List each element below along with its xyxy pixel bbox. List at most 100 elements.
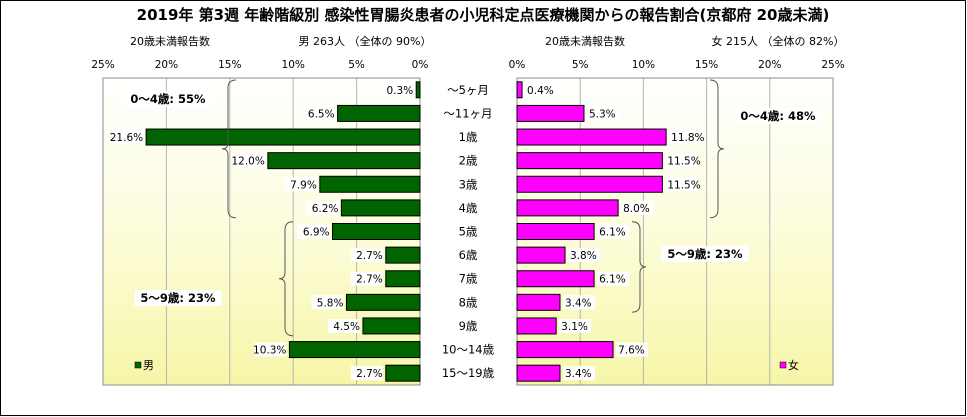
left-bar [288,341,421,359]
right-bar [516,246,566,264]
right-header-total: 女 215人 （全体の 82%） [712,34,845,48]
category-label: 2歳 [459,154,478,168]
left-legend-label: 男 [143,359,154,372]
category-label: 4歳 [459,201,478,215]
left-value-label-background [302,106,335,121]
left-value-label: 0.3% [387,85,414,97]
left-bar [145,128,421,146]
right-value-label-background [568,248,601,263]
right-value-label: 11.5% [667,179,700,191]
right-bar [516,128,667,146]
right-value-label: 3.4% [565,297,592,309]
right-group-label-background [734,108,822,124]
left-tick-label: 25% [91,59,114,71]
category-label: 7歳 [459,272,478,286]
category-label: 3歳 [459,177,478,191]
left-value-label: 6.2% [312,203,339,215]
right-value-label: 3.4% [565,368,592,380]
right-value-label-background [525,82,558,97]
right-bar [516,293,561,311]
left-group-label: 5～9歳: 23% [140,291,216,305]
left-group-bracket [221,79,237,219]
right-bar [516,341,614,359]
category-label: ～5ヶ月 [447,83,489,97]
left-bar [362,317,421,335]
right-tick-label: 25% [821,59,844,71]
left-value-label-background [311,295,344,310]
right-value-label-background [665,153,698,168]
left-bar [337,104,421,122]
right-bar [516,152,663,170]
left-bar [385,246,421,264]
right-value-label: 7.6% [618,345,645,357]
right-value-label: 6.1% [599,227,626,239]
right-legend-label: 女 [788,358,799,372]
category-label: ～11ヶ月 [443,106,492,120]
right-value-label: 0.4% [527,85,554,97]
right-value-label-background [616,342,649,357]
right-tick-label: 20% [758,59,781,71]
legend: 男女 [134,358,799,372]
right-value-label-background [669,130,702,145]
left-bar [267,152,421,170]
right-value-label: 3.8% [570,250,597,262]
left-value-label: 7.9% [290,179,317,191]
right-bar [516,104,585,122]
right-value-label-background [562,366,595,381]
left-value-label-background [306,200,339,215]
category-label: 9歳 [459,319,478,333]
category-label: 8歳 [459,295,478,309]
right-value-label: 8.0% [623,203,650,215]
right-value-label: 5.3% [589,108,616,120]
right-bar [516,270,595,288]
right-value-label-background [562,295,595,310]
category-label: 1歳 [459,130,478,144]
left-legend-swatch [134,361,142,369]
left-tick-label: 15% [218,59,241,71]
left-tick-label: 10% [282,59,305,71]
right-bar [516,223,595,240]
left-value-label-background [297,224,330,239]
left-plot-area: 25% 20% 15% 10% 5% 0% 0.3% 6.5% 21.6% 12.0% 7.9% 6.… [91,59,428,386]
right-plot-area: 0% 5% 10% 15% 20% 25% 0.4% 5.3% 11.8% 11.5% 11.5% 8… [509,59,845,386]
left-value-label: 6.5% [308,108,335,120]
left-value-label: 2.7% [356,368,383,380]
left-value-label-background [327,318,360,333]
category-label: 15～19歳 [442,366,495,380]
left-value-label: 6.9% [303,227,330,239]
left-value-label-background [254,342,287,357]
left-bar [345,293,421,311]
left-bar [385,270,421,288]
right-group-bracket [631,221,647,313]
left-group-label-background [134,290,222,306]
category-label: 6歳 [459,248,478,262]
chart-title: 2019年 第3週 年齢階級別 感染性胃腸炎患者の小児科定点医療機関からの報告割… [137,6,830,24]
left-value-label-background [350,366,383,381]
left-bar [319,175,421,193]
category-label: 5歳 [459,225,478,239]
left-group-label: 0～4歳: 55% [130,92,206,106]
right-group-bracket [709,79,725,219]
left-value-label: 2.7% [356,250,383,262]
left-value-label: 21.6% [110,132,143,144]
left-bar [415,81,421,99]
right-bar [516,175,663,193]
right-value-label: 11.8% [671,132,704,144]
left-value-label-background [350,248,383,263]
left-header-count-label: 20歳未満報告数 [130,35,210,48]
left-bar [385,364,421,382]
left-group-label-background [124,91,212,107]
right-value-label-background [586,106,619,121]
right-group-label-background [661,246,749,262]
right-tick-label: 15% [695,59,718,71]
right-value-label-background [621,200,654,215]
left-value-label: 12.0% [231,156,264,168]
left-bar [340,199,421,217]
right-header-count-label: 20歳未満報告数 [545,35,625,48]
left-value-label: 10.3% [253,345,286,357]
right-bar [516,81,523,99]
left-group-bracket [278,221,294,337]
category-labels: ～5ヶ月 ～11ヶ月 1歳 2歳 3歳 4歳 5歳 6歳 7歳 8歳 9歳 10～14歳 15～19歳 [442,83,495,380]
right-legend-swatch [779,361,787,369]
